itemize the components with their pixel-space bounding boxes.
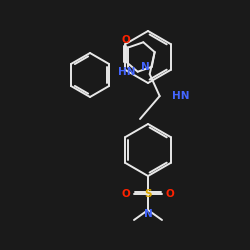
Text: O: O [122, 189, 130, 199]
Text: HN: HN [172, 91, 189, 101]
Text: HN: HN [118, 67, 136, 77]
Text: N: N [141, 62, 150, 72]
Text: O: O [122, 35, 131, 45]
Text: O: O [166, 189, 174, 199]
Text: S: S [144, 189, 152, 199]
Text: N: N [144, 209, 152, 219]
